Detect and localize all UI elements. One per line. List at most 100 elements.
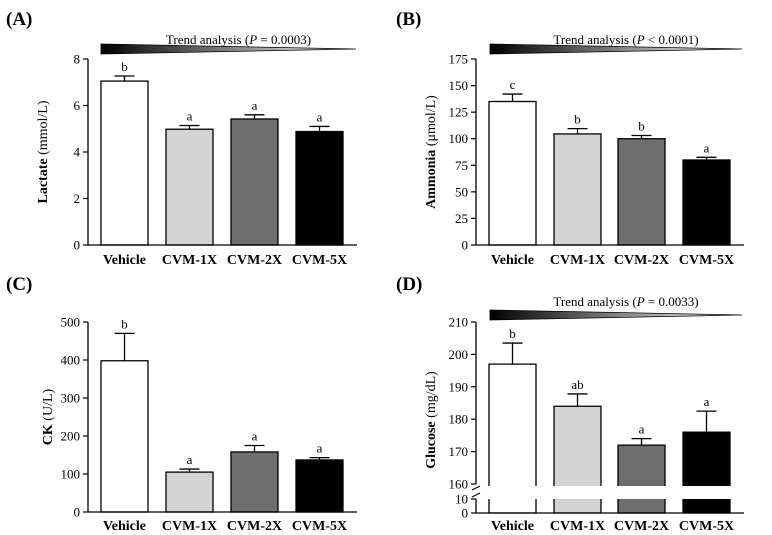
x-tick-label: CVM-5X (679, 253, 734, 268)
bar (488, 363, 537, 486)
bar (488, 100, 537, 246)
bar (100, 80, 149, 246)
bar (682, 159, 731, 246)
y-tick-label: 75 (455, 158, 468, 173)
y-tick-label: 160 (449, 477, 469, 492)
y-tick-label: 200 (449, 347, 469, 362)
y-axis-label-unit: (mg/dL) (424, 371, 439, 421)
x-tick-label: CVM-1X (162, 519, 217, 534)
significance-label: b (121, 59, 128, 74)
y-tick-label: 0 (462, 238, 469, 253)
significance-label: a (252, 98, 258, 113)
x-tick-label: CVM-5X (292, 253, 347, 268)
bar (682, 431, 731, 486)
trend-rest: = 0.0033) (645, 294, 699, 309)
y-axis-label-unit: (μmol/L) (424, 95, 439, 150)
bar (165, 128, 214, 246)
significance-label: a (317, 441, 323, 456)
significance-label: a (704, 394, 710, 409)
significance-label: a (187, 452, 193, 467)
y-tick-label: 500 (61, 315, 81, 330)
y-axis-label: Glucose (mg/dL) (424, 371, 439, 469)
bar-base-segment (488, 499, 537, 514)
y-axis-label: CK (U/L) (41, 388, 56, 445)
significance-label: a (639, 422, 645, 437)
significance-label: c (510, 77, 516, 92)
x-tick-label: CVM-2X (614, 519, 669, 534)
y-tick-label: 150 (449, 78, 469, 93)
x-tick-label: CVM-2X (614, 253, 669, 268)
y-axis-label-unit: (mmol/L) (36, 100, 51, 158)
y-axis-label-name: Ammonia (424, 150, 439, 209)
bar-base-segment (553, 499, 602, 514)
chart-panel-1: (A) Trend analysis (P = 0.0003) Lactate (m… (6, 9, 357, 268)
panel-label: (C) (6, 274, 32, 295)
bar (100, 360, 149, 513)
y-tick-label: 190 (449, 379, 469, 394)
x-tick-label: Vehicle (103, 253, 146, 268)
trend-wedge (489, 43, 743, 55)
trend-p: P (636, 294, 645, 309)
y-tick-label: 100 (61, 467, 81, 482)
x-tick-label: CVM-2X (227, 519, 282, 534)
y-tick-label: 200 (61, 429, 81, 444)
x-tick-label: CVM-5X (679, 519, 734, 534)
x-tick-label: Vehicle (103, 519, 146, 534)
trend-label: Trend analysis (P < 0.0001) (553, 32, 698, 47)
significance-label: b (509, 326, 516, 341)
bar-base-segment (682, 499, 731, 514)
chart-panel-2: (B) Trend analysis (P < 0.0001) Ammonia (μ… (396, 9, 744, 268)
x-tick-label: CVM-1X (550, 519, 605, 534)
significance-label: a (317, 109, 323, 124)
axis-break-mark (471, 485, 481, 491)
y-axis-label: Lactate (mmol/L) (36, 100, 51, 203)
bar-base-segment (617, 499, 666, 514)
y-axis-label-unit: (U/L) (41, 388, 56, 424)
trend-prefix: Trend analysis ( (553, 32, 636, 47)
bar (617, 138, 666, 246)
significance-label: a (187, 108, 193, 123)
trend-p: P (248, 32, 257, 47)
y-axis-label-name: Glucose (424, 421, 439, 468)
significance-label: b (638, 119, 645, 134)
y-axis-label-name: Lactate (36, 158, 51, 203)
significance-label: a (252, 429, 258, 444)
y-tick-label: 125 (449, 105, 469, 120)
bar (230, 451, 279, 513)
y-tick-label: 210 (449, 315, 469, 330)
significance-label: b (574, 112, 581, 127)
trend-wedge (100, 43, 357, 55)
y-tick-label: 2 (74, 191, 81, 206)
y-tick-label: 0 (74, 238, 81, 253)
x-tick-label: CVM-1X (550, 253, 605, 268)
y-tick-label: 8 (74, 52, 81, 67)
bar (165, 471, 214, 513)
y-tick-label: 4 (74, 145, 81, 160)
x-tick-label: CVM-1X (162, 253, 217, 268)
x-tick-label: CVM-5X (292, 519, 347, 534)
chart-panel-4: (D) Trend analysis (P = 0.0033) Glucose (m… (396, 274, 744, 534)
axis-break-mark (471, 492, 481, 498)
y-tick-label: 0 (462, 506, 469, 521)
x-tick-label: CVM-2X (227, 253, 282, 268)
y-tick-label: 25 (455, 211, 468, 226)
bar (553, 405, 602, 486)
y-tick-label: 6 (74, 98, 81, 113)
y-axis-label-name: CK (41, 424, 56, 445)
trend-label: Trend analysis (P = 0.0033) (553, 294, 698, 309)
bar (295, 459, 344, 513)
y-tick-label: 180 (449, 412, 469, 427)
significance-label: a (704, 140, 710, 155)
panel-label: (D) (396, 274, 422, 295)
significance-label: b (121, 316, 128, 331)
trend-p: P (636, 32, 645, 47)
significance-label: ab (571, 377, 583, 392)
bar (617, 444, 666, 486)
trend-prefix: Trend analysis ( (166, 32, 249, 47)
trend-rest: = 0.0003) (257, 32, 311, 47)
y-axis-label: Ammonia (μmol/L) (424, 95, 439, 209)
trend-wedge (489, 309, 743, 321)
bar (230, 118, 279, 246)
y-tick-label: 10 (455, 492, 468, 507)
